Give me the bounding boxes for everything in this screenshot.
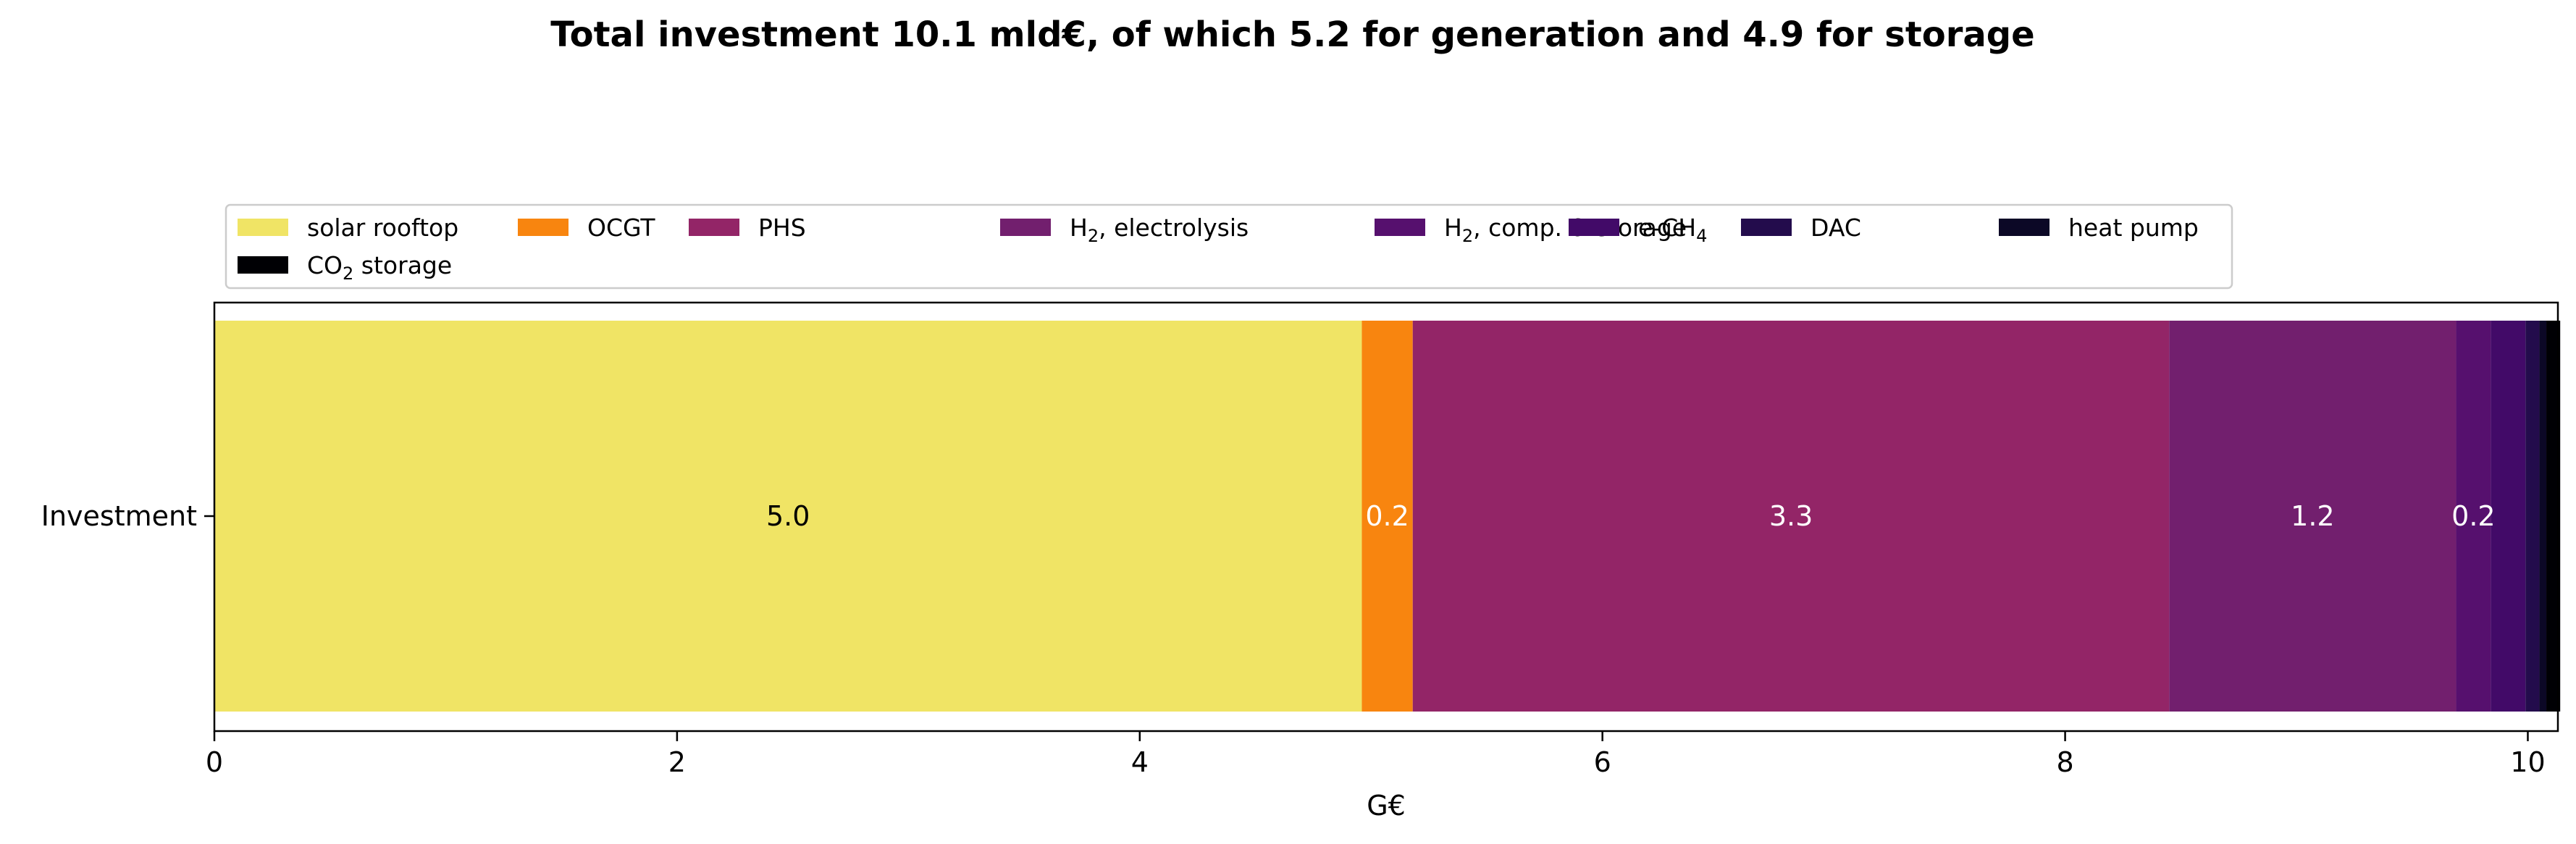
legend-entry: PHS xyxy=(689,214,806,242)
x-tick-label: 6 xyxy=(1594,746,1611,778)
legend-swatch xyxy=(518,219,569,236)
legend-swatch xyxy=(1999,219,2050,236)
legend-swatch xyxy=(1569,219,1619,236)
legend-entry: OCGT xyxy=(518,214,655,242)
legend-swatch xyxy=(689,219,739,236)
y-tick-label: Investment xyxy=(41,500,197,532)
legend-entry: DAC xyxy=(1741,214,1861,242)
legend-entry: heat pump xyxy=(1999,214,2199,242)
legend-label: e-CH4 xyxy=(1638,214,1707,246)
bar-segment xyxy=(1412,321,2170,712)
bar-segment xyxy=(214,321,1362,712)
legend-swatch xyxy=(238,219,288,236)
x-tick-label: 2 xyxy=(668,746,686,778)
data-label: 1.2 xyxy=(2291,500,2334,532)
x-tick-label: 0 xyxy=(206,746,223,778)
bar-segment xyxy=(2546,321,2561,712)
legend-swatch xyxy=(1000,219,1051,236)
legend-swatch xyxy=(1375,219,1425,236)
plot-area: 5.0 0.2 3.3 1.2 0.2 0 2 4 6 8 10 Investment G€ xyxy=(41,301,2561,822)
x-tick-label: 4 xyxy=(1131,746,1149,778)
data-label: 5.0 xyxy=(766,500,810,532)
legend-entry: solar rooftop xyxy=(238,214,458,242)
legend-label: solar rooftop xyxy=(307,214,458,242)
data-label: 0.2 xyxy=(1365,500,1409,532)
legend-label: DAC xyxy=(1811,214,1861,242)
legend-entry: e-CH4 xyxy=(1569,214,1707,246)
legend-label: OCGT xyxy=(587,214,655,242)
legend-label: CO2 storage xyxy=(307,251,452,284)
legend: solar rooftop OCGT PHS H2, electrolysis H2, … xyxy=(225,203,2233,290)
bar-segment xyxy=(2491,321,2526,712)
data-label: 0.2 xyxy=(2451,500,2495,532)
legend-entry: H2, electrolysis xyxy=(1000,214,1249,246)
legend-entry: CO2 storage xyxy=(238,251,452,284)
legend-label: PHS xyxy=(758,214,806,242)
bar-segment xyxy=(2539,321,2547,712)
legend-swatch xyxy=(238,256,288,274)
bar-segment xyxy=(1362,321,1413,712)
legend-swatch xyxy=(1741,219,1792,236)
x-tick-label: 8 xyxy=(2056,746,2073,778)
chart-title: Total investment 10.1 mld€, of which 5.2… xyxy=(550,14,2034,55)
x-tick-label: 10 xyxy=(2510,746,2545,778)
data-label: 3.3 xyxy=(1769,500,1813,532)
bar-segment xyxy=(2169,321,2457,712)
bar-segment xyxy=(2456,321,2491,712)
bar-segment xyxy=(2525,321,2540,712)
x-axis-label: G€ xyxy=(1367,790,1406,822)
legend-label: heat pump xyxy=(2068,214,2199,242)
legend-label: H2, electrolysis xyxy=(1070,214,1249,246)
